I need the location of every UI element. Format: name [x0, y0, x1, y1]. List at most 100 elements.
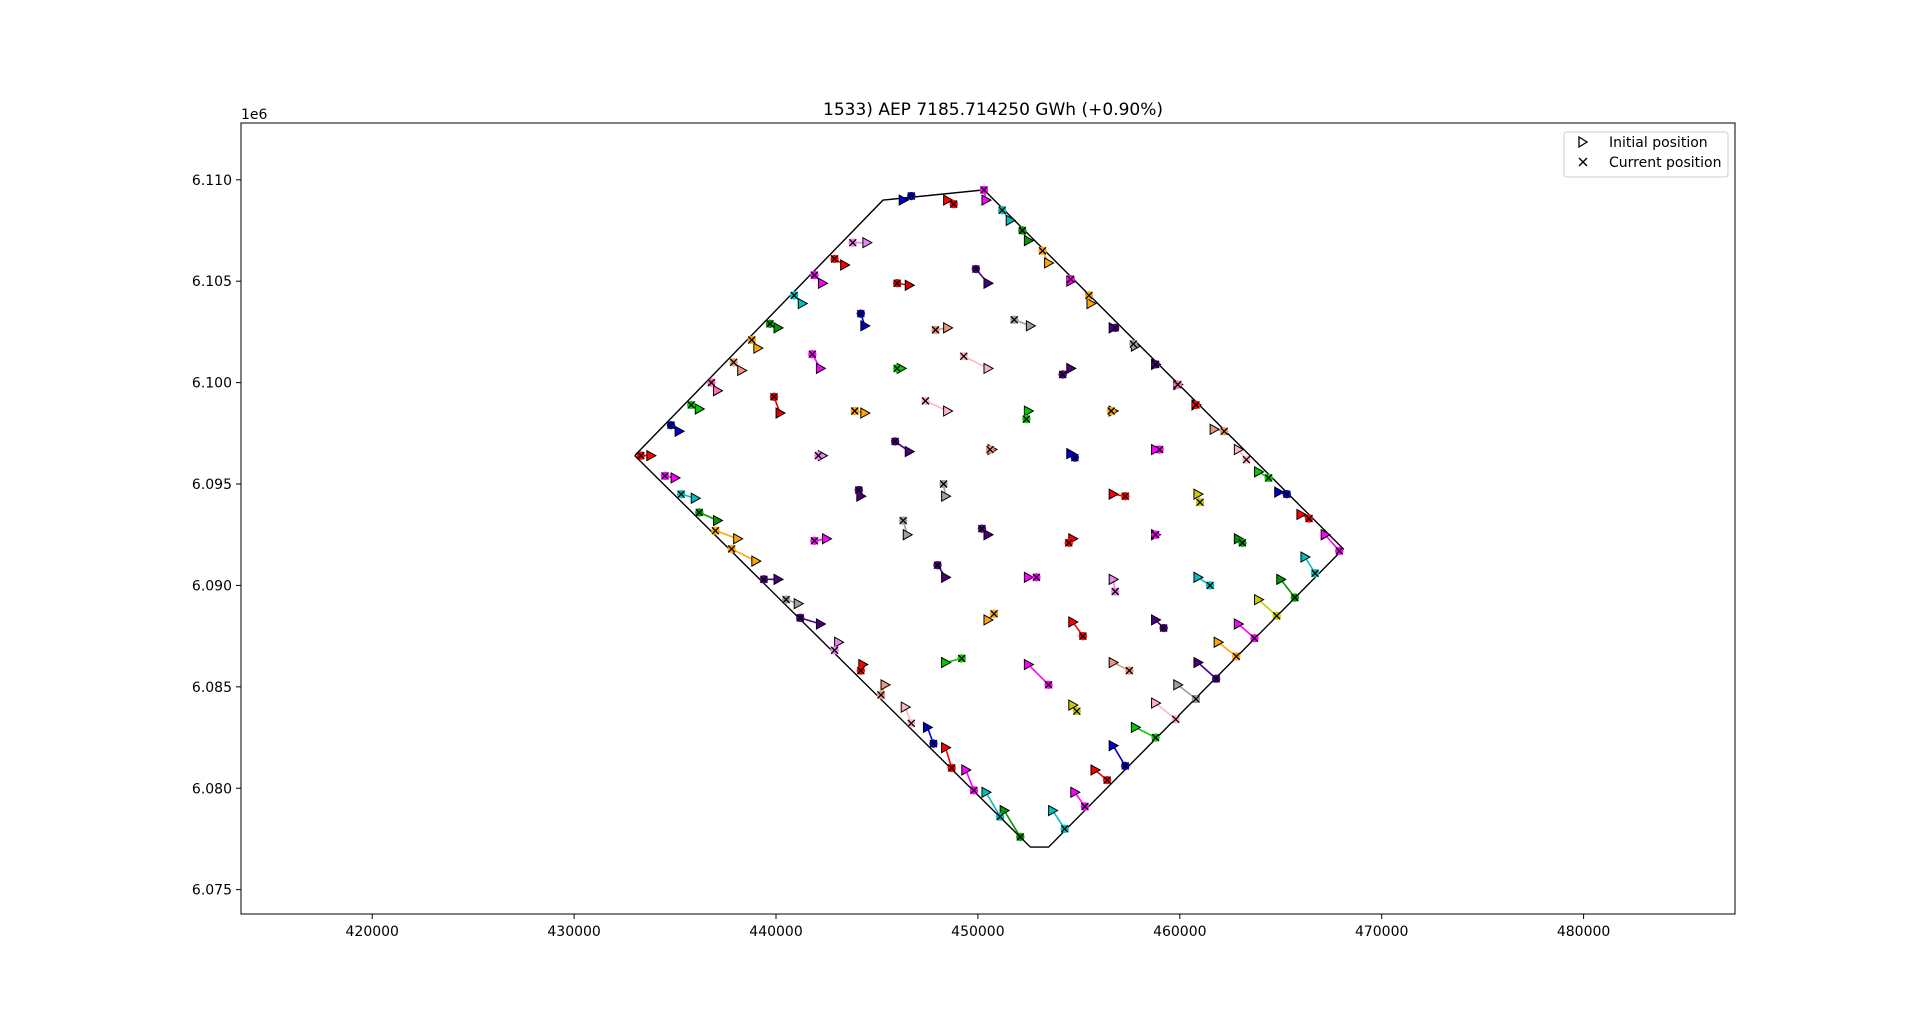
- turbine-current-marker: [1044, 680, 1053, 690]
- turbine-move-line: [1003, 810, 1021, 838]
- turbine-current-marker: [1032, 573, 1041, 582]
- turbine-initial-marker: [860, 319, 871, 332]
- turbine-current-marker: [939, 479, 948, 489]
- legend-box: [1563, 131, 1729, 178]
- turbine-initial-marker: [1108, 488, 1120, 501]
- turbine-initial-marker: [1108, 739, 1120, 752]
- y-tick-label: 6.110: [192, 173, 232, 189]
- turbine-initial-marker: [1070, 786, 1081, 799]
- turbine-current-marker: [1110, 323, 1120, 333]
- site-boundary: [634, 189, 1345, 848]
- turbine-current-marker: [765, 319, 775, 328]
- y-tick-label: 6.100: [192, 376, 232, 392]
- turbine-current-marker: [769, 392, 779, 402]
- x-tick-label: 430000: [547, 924, 600, 940]
- turbine-initial-marker: [943, 194, 954, 206]
- turbine-initial-marker: [1048, 804, 1059, 817]
- turbine-initial-marker: [793, 597, 805, 610]
- legend-initial-label: Initial position: [1609, 135, 1708, 151]
- turbine-initial-marker: [797, 297, 809, 310]
- turbine-current-marker: [727, 544, 736, 554]
- turbine-initial-marker: [1151, 614, 1162, 626]
- turbine-current-marker: [1151, 360, 1160, 369]
- turbine-current-marker: [1121, 491, 1130, 501]
- turbine-current-marker: [957, 654, 966, 663]
- turbine-initial-marker: [1254, 593, 1265, 606]
- turbine-current-marker: [747, 335, 756, 345]
- x-tick-label: 480000: [1557, 924, 1610, 940]
- turbine-initial-marker: [815, 618, 827, 630]
- turbine-initial-marker: [922, 721, 934, 734]
- turbine-initial-marker: [902, 528, 914, 541]
- chart-title: 1533) AEP 7185.714250 GWh (+0.90%): [823, 100, 1163, 120]
- turbine-current-marker: [1080, 802, 1090, 811]
- turbine-initial-marker: [941, 490, 952, 503]
- turbine-initial-marker: [1023, 658, 1035, 671]
- turbine-initial-marker: [1193, 571, 1204, 584]
- turbine-initial-marker: [815, 362, 827, 375]
- turbine-initial-marker: [943, 405, 954, 417]
- turbine-initial-marker: [733, 532, 744, 545]
- turbine-initial-marker: [860, 407, 871, 419]
- turbine-current-marker: [1242, 455, 1251, 464]
- turbine-initial-marker: [674, 425, 686, 438]
- turbine-current-marker: [907, 191, 916, 201]
- turbine-current-marker: [687, 400, 696, 410]
- turbine-current-marker: [1310, 569, 1320, 578]
- turbine-current-marker: [1084, 291, 1094, 300]
- turbine-current-marker: [1220, 427, 1229, 436]
- turbine-initial-marker: [751, 555, 762, 567]
- turbine-initial-marker: [1066, 362, 1077, 375]
- x-tick-label: 460000: [1153, 924, 1206, 940]
- turbine-initial-marker: [1108, 573, 1120, 586]
- x-tick-label: 470000: [1355, 924, 1408, 940]
- turbine-current-marker: [850, 406, 859, 416]
- turbine-initial-marker: [1300, 551, 1311, 563]
- turbine-initial-marker: [1023, 234, 1035, 247]
- turbine-current-marker: [1022, 414, 1031, 424]
- turbine-current-marker: [1264, 473, 1273, 483]
- turbine-initial-marker: [941, 656, 952, 669]
- turbine-initial-marker: [817, 277, 829, 290]
- turbine-initial-marker: [1023, 571, 1035, 584]
- turbine-initial-marker: [1023, 405, 1035, 417]
- turbine-current-marker: [1211, 674, 1221, 683]
- turbine-current-marker: [995, 812, 1005, 821]
- turbine-current-marker: [1058, 370, 1067, 379]
- turbine-initial-marker: [1151, 697, 1162, 709]
- legend: Initial position Current position: [1563, 131, 1729, 178]
- turbine-initial-marker: [943, 321, 954, 334]
- turbine-current-marker: [977, 524, 987, 533]
- turbine-current-marker: [781, 595, 791, 604]
- turbine-current-marker: [892, 364, 902, 373]
- turbine-initial-marker: [1173, 678, 1184, 691]
- legend-current-label: Current position: [1609, 155, 1722, 171]
- turbine-initial-marker: [1233, 618, 1245, 630]
- turbine-current-marker: [1191, 400, 1201, 410]
- turbine-current-marker: [989, 609, 999, 619]
- turbine-current-marker: [890, 437, 900, 446]
- turbine-current-marker: [1272, 611, 1281, 621]
- turbine-current-marker: [907, 719, 916, 728]
- turbine-initial-marker: [1296, 508, 1307, 521]
- turbine-current-marker: [1151, 530, 1160, 539]
- turbine-current-marker: [1335, 546, 1344, 556]
- y-tick-label: 6.105: [192, 274, 232, 290]
- turbine-current-marker: [971, 264, 981, 274]
- legend-initial-marker: [1578, 135, 1589, 149]
- turbine-current-marker: [1072, 706, 1082, 716]
- turbine-current-marker: [808, 350, 817, 359]
- y-tick-label: 6.075: [192, 883, 232, 899]
- turbine-current-marker: [933, 560, 942, 570]
- turbine-current-marker: [1173, 380, 1182, 389]
- turbine-current-marker: [979, 185, 989, 195]
- turbine-current-marker: [796, 613, 805, 623]
- y-offset-text: 1e6: [241, 107, 268, 123]
- turbine-initial-marker: [834, 636, 845, 649]
- turbine-initial-marker: [1320, 528, 1332, 541]
- turbine-initial-marker: [1025, 319, 1037, 332]
- turbine-initial-marker: [1044, 257, 1055, 269]
- turbine-current-marker: [1250, 633, 1259, 643]
- turbine-current-marker: [1282, 489, 1292, 499]
- turbine-initial-marker: [1090, 764, 1102, 776]
